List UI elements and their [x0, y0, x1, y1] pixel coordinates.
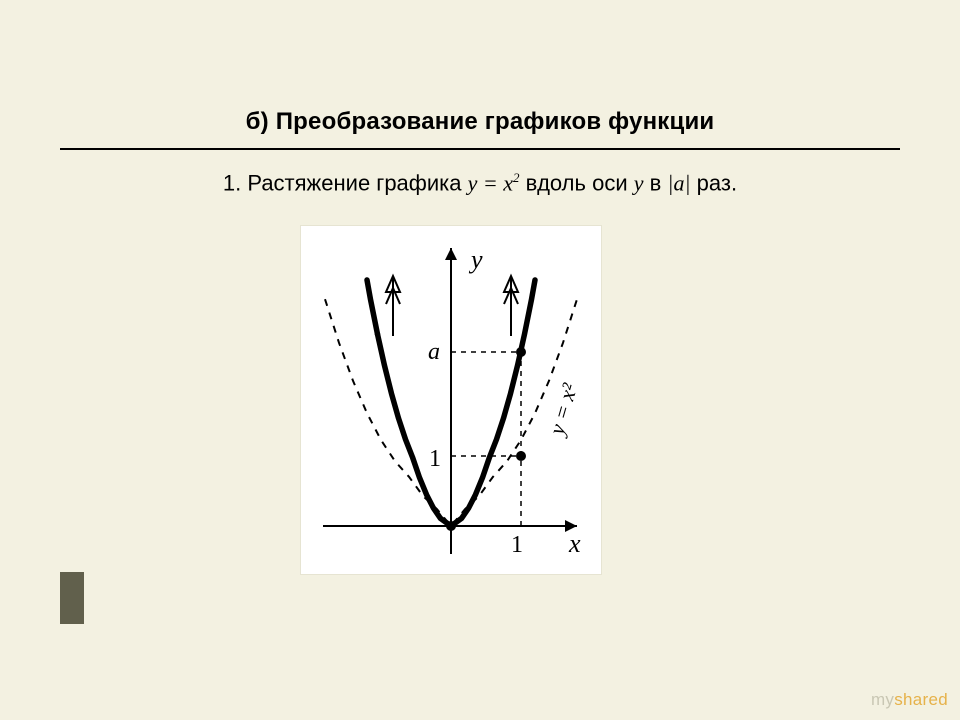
y-axis-arrow-icon: [445, 248, 457, 260]
abs-a: |a|: [667, 170, 690, 195]
watermark-prefix: my: [871, 690, 894, 709]
formula-y: y: [468, 170, 478, 195]
watermark: myshared: [871, 690, 948, 710]
page-title: б) Преобразование графиков функции: [0, 108, 960, 136]
horizontal-rule: [60, 148, 900, 150]
label-y-1: 1: [429, 446, 441, 472]
point-1-a: [516, 347, 526, 357]
subtitle-prefix: 1. Растяжение графика: [223, 170, 468, 195]
watermark-accent: shared: [894, 690, 948, 709]
y-axis-label: y: [468, 245, 483, 274]
origin-point: [446, 521, 456, 531]
subtitle-in: в: [644, 170, 668, 195]
slide-page: б) Преобразование графиков функции 1. Ра…: [0, 0, 960, 720]
subtitle-mid: вдоль оси: [520, 170, 634, 195]
solid-parabola-left-tail: [367, 280, 378, 334]
label-a: a: [428, 339, 440, 365]
x-axis-label: x: [568, 529, 581, 558]
graph-svg: y x a 1 1 y = x²: [301, 226, 601, 574]
subtitle-suffix: раз.: [691, 170, 738, 195]
point-1-1: [516, 451, 526, 461]
label-x-1: 1: [511, 532, 523, 558]
spacer: [346, 288, 584, 527]
graph-figure: y x a 1 1 y = x²: [300, 225, 602, 575]
subtitle-line: 1. Растяжение графика y = x2 вдоль оси y…: [0, 170, 960, 196]
axis-y: y: [634, 170, 644, 195]
dashed-curve-label: y = x²: [543, 380, 582, 439]
decorative-side-stub: [60, 572, 84, 624]
formula-x: x: [503, 170, 513, 195]
formula-eq: =: [477, 170, 503, 195]
